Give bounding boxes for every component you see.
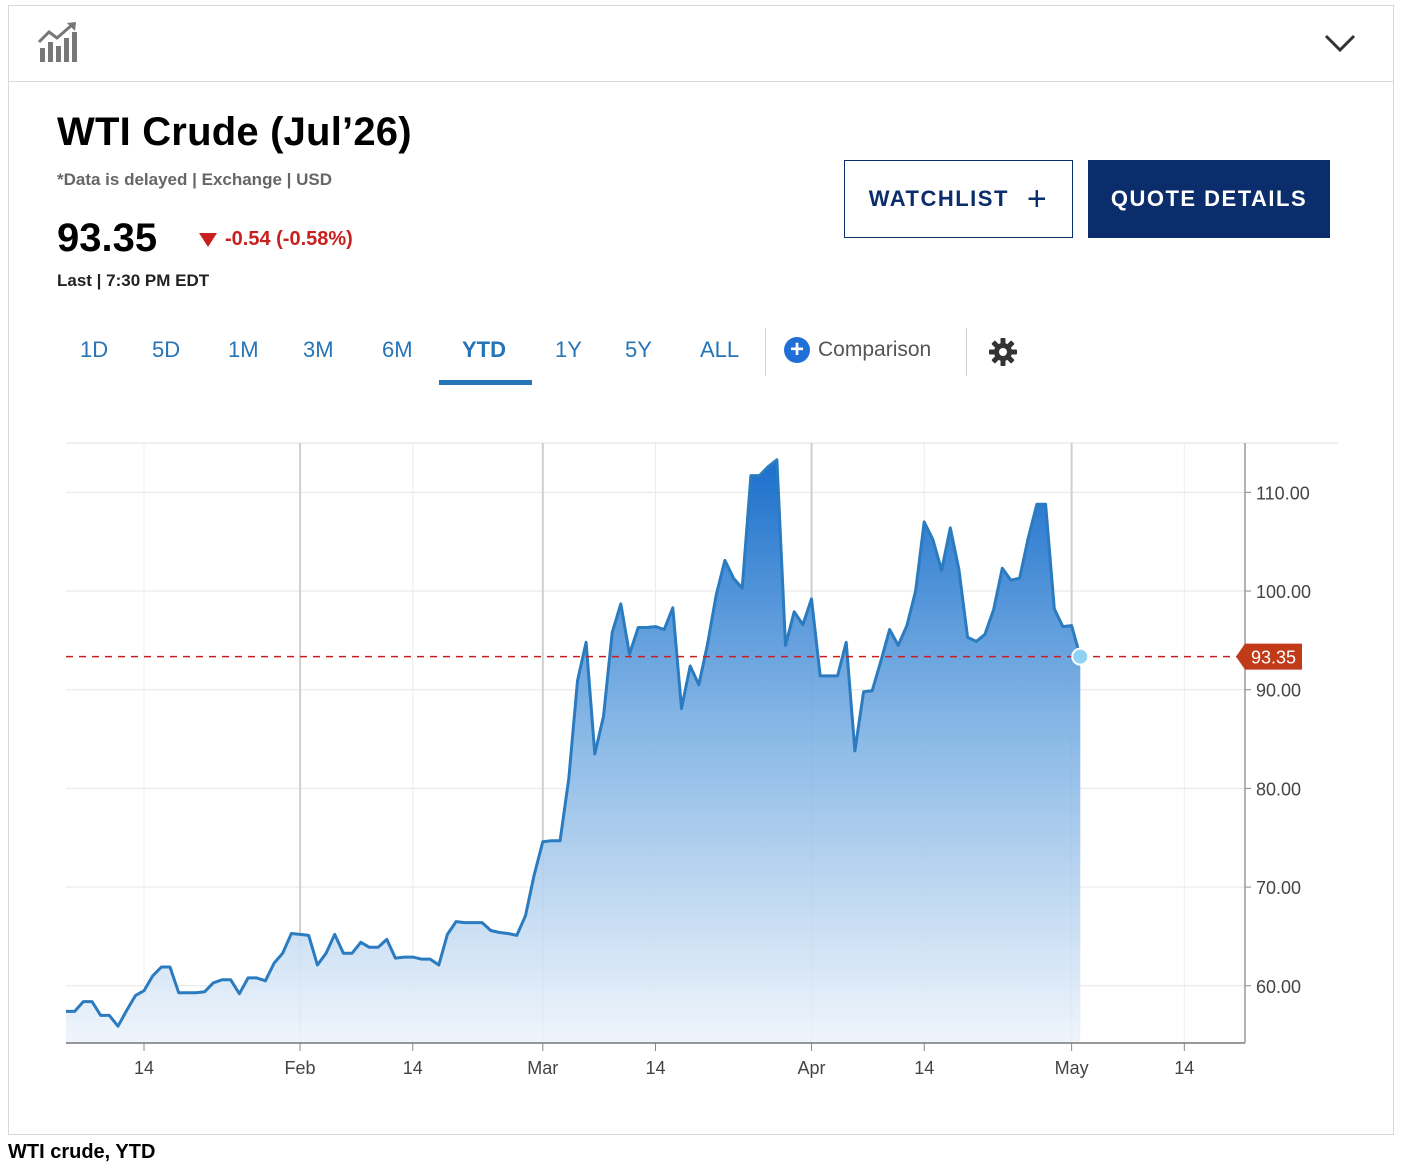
last-price-tag-label: 93.35 (1251, 648, 1296, 668)
down-arrow-icon (199, 232, 217, 247)
quote-details-button[interactable]: QUOTE DETAILS (1088, 160, 1330, 238)
x-tick-label: 14 (134, 1058, 154, 1078)
price-change-value: -0.54 (-0.58%) (225, 228, 353, 250)
page-title: WTI Crude (Jul’26) (57, 110, 412, 154)
data-delay-note: *Data is delayed | Exchange | USD (57, 170, 333, 189)
x-tick-label: 14 (645, 1058, 665, 1078)
tab-divider (765, 328, 766, 376)
tab-divider (966, 328, 967, 376)
tab-all[interactable]: ALL (700, 337, 740, 362)
watchlist-label: WATCHLIST (868, 186, 1009, 211)
x-tick-label: Mar (527, 1058, 558, 1078)
x-tick-label: 14 (403, 1058, 423, 1078)
watchlist-button[interactable]: WATCHLIST + (844, 160, 1073, 238)
x-tick-label: Apr (798, 1058, 826, 1078)
tab-ytd[interactable]: YTD (462, 337, 506, 362)
active-tab-indicator (439, 380, 532, 385)
x-tick-label: May (1055, 1058, 1089, 1078)
price-change: -0.54 (-0.58%) (199, 228, 353, 251)
comparison-label: Comparison (818, 338, 932, 361)
price-line (66, 458, 1082, 1028)
last-point-marker (1071, 647, 1090, 666)
tab-6m[interactable]: 6M (382, 337, 413, 362)
figure-caption: WTI crude, YTD (8, 1141, 156, 1163)
chart-area (66, 458, 1245, 1043)
chevron-down-icon[interactable] (1323, 32, 1357, 54)
tab-5y[interactable]: 5Y (625, 337, 652, 362)
chart-axes (66, 443, 1251, 1051)
last-price: 93.35 (57, 216, 158, 260)
last-update-time: Last | 7:30 PM EDT (57, 271, 210, 290)
price-chart: 60.00 70.00 80.00 90.00 100.00 110.00 14 Feb 14 M… (66, 442, 1338, 1078)
x-tick-label: Feb (285, 1058, 316, 1078)
x-tick-label: 14 (914, 1058, 934, 1078)
area-fill (66, 459, 1081, 1043)
tab-3m[interactable]: 3M (303, 337, 334, 362)
tab-5d[interactable]: 5D (152, 337, 181, 362)
comparison-button[interactable]: + Comparison (784, 337, 931, 363)
tab-1m[interactable]: 1M (228, 337, 259, 362)
plus-circle-icon: + (784, 337, 810, 363)
y-tick-label: 60.00 (1256, 977, 1301, 997)
y-tick-label: 110.00 (1256, 483, 1310, 503)
chart-labels: 60.00 70.00 80.00 90.00 100.00 110.00 14 Feb 14 M… (134, 483, 1311, 1078)
card-header (9, 6, 1393, 82)
plus-icon: + (1026, 180, 1049, 218)
y-tick-label: 100.00 (1256, 582, 1311, 602)
x-tick-label: 14 (1174, 1058, 1194, 1078)
tab-1y[interactable]: 1Y (555, 337, 582, 362)
last-price-tag (1236, 643, 1302, 670)
y-tick-label: 90.00 (1256, 681, 1301, 701)
tab-1d[interactable]: 1D (80, 337, 109, 362)
bar-chart-trend-icon (37, 22, 77, 62)
y-tick-label: 70.00 (1256, 878, 1301, 898)
range-tabs: 1D 5D 1M 3M 6M YTD 1Y 5Y ALL + Compariso… (0, 325, 1401, 385)
gear-icon[interactable] (988, 337, 1018, 367)
y-tick-label: 80.00 (1256, 779, 1301, 799)
